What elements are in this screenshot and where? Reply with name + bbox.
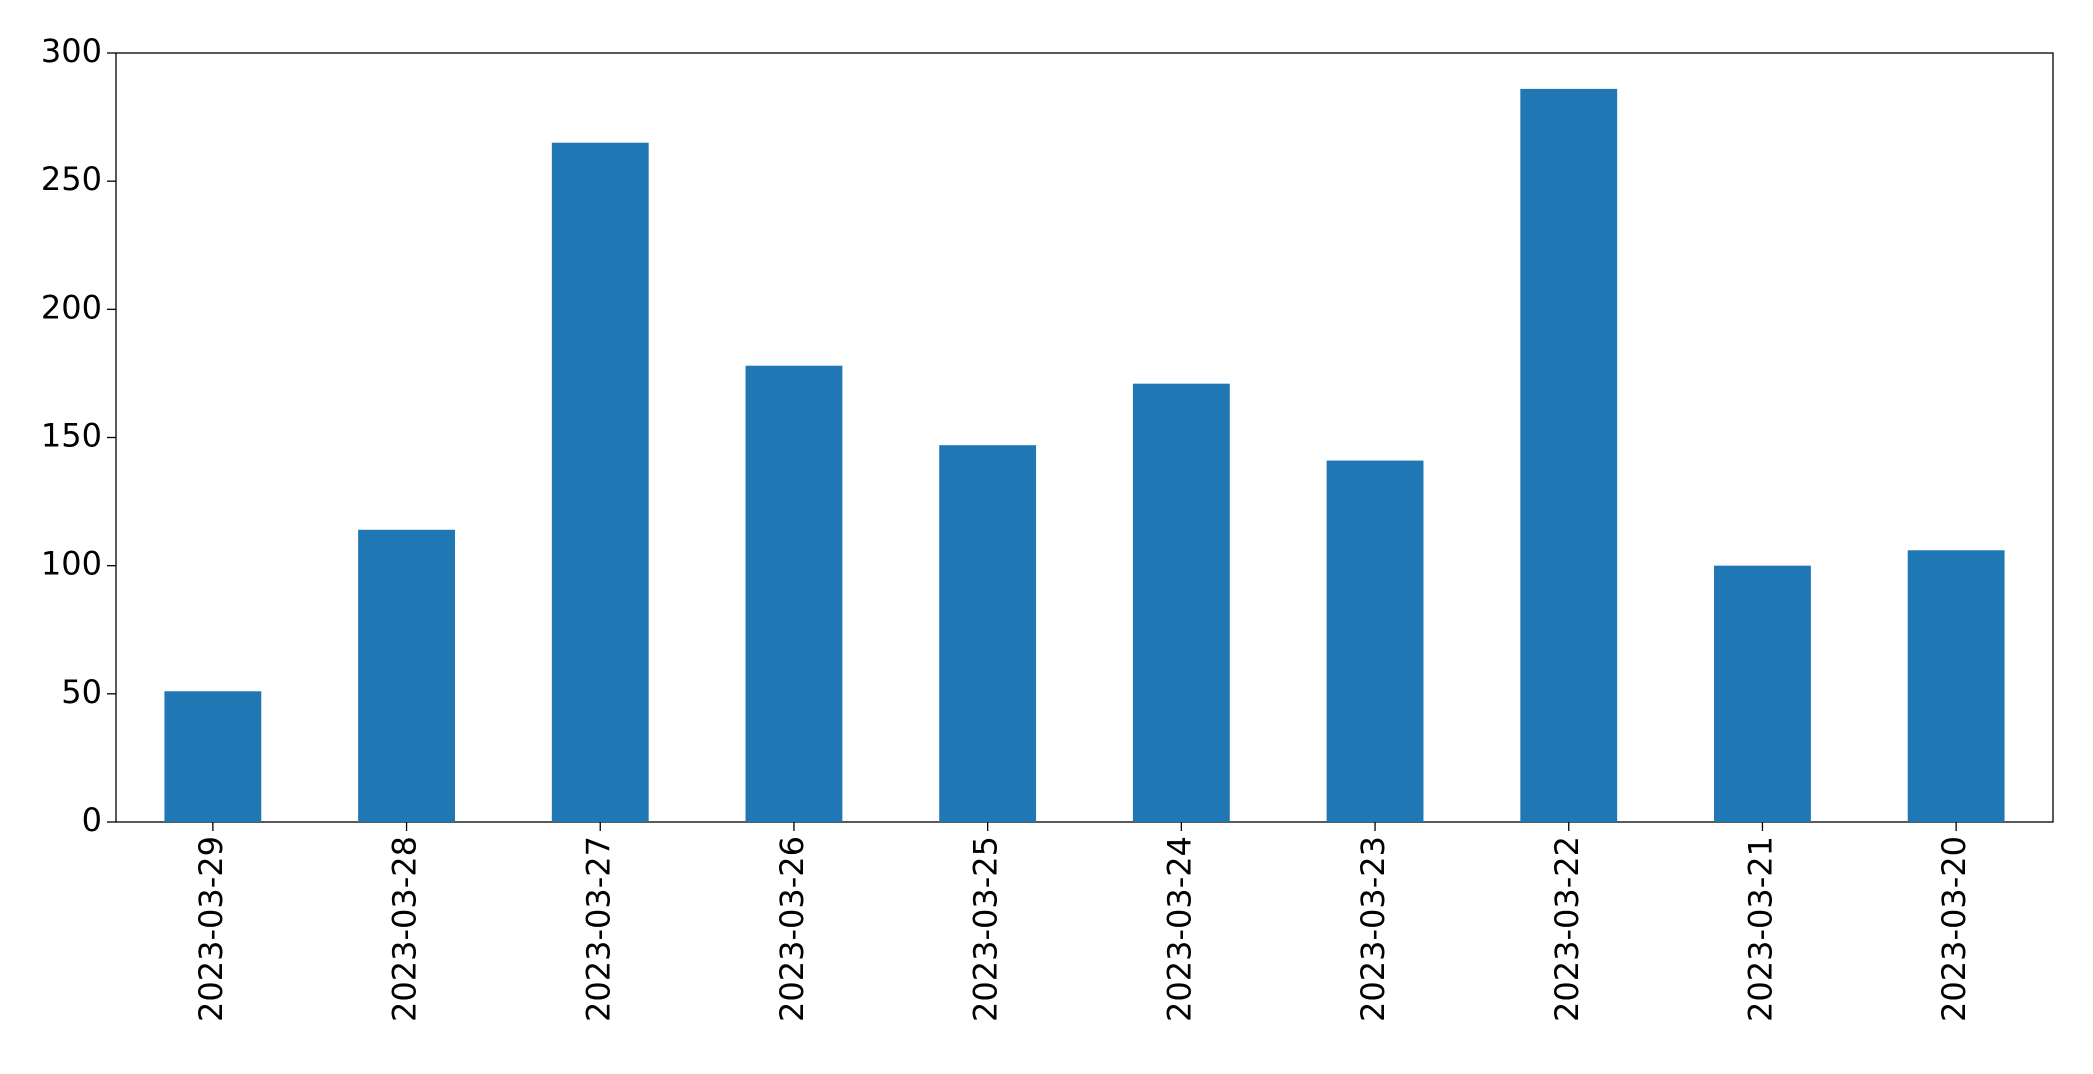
y-tick-label: 150 [41, 417, 102, 455]
bar [745, 365, 843, 822]
y-tick-label: 200 [41, 288, 102, 326]
bar [939, 445, 1037, 822]
x-tick-label: 2023-03-24 [1160, 836, 1198, 1022]
x-tick-label: 2023-03-29 [192, 836, 230, 1022]
y-tick-label: 300 [41, 32, 102, 70]
x-tick-label: 2023-03-28 [386, 836, 424, 1022]
y-tick-label: 50 [61, 673, 102, 711]
y-tick-label: 100 [41, 545, 102, 583]
x-tick-label: 2023-03-26 [773, 836, 811, 1022]
bar [1907, 550, 2005, 822]
x-tick-label: 2023-03-21 [1741, 836, 1779, 1022]
bar [164, 691, 262, 822]
bar [1520, 88, 1618, 823]
y-tick-label: 250 [41, 160, 102, 198]
bar [1132, 383, 1230, 822]
y-tick-label: 0 [82, 801, 102, 839]
x-tick-label: 2023-03-20 [1935, 836, 1973, 1022]
x-tick-label: 2023-03-25 [967, 836, 1005, 1022]
bar [1326, 460, 1424, 822]
x-tick-label: 2023-03-23 [1354, 836, 1392, 1022]
x-tick-label: 2023-03-22 [1548, 836, 1586, 1022]
bar [1714, 565, 1811, 822]
bar [358, 529, 455, 822]
bar [551, 142, 649, 822]
x-tick-label: 2023-03-27 [579, 836, 617, 1022]
